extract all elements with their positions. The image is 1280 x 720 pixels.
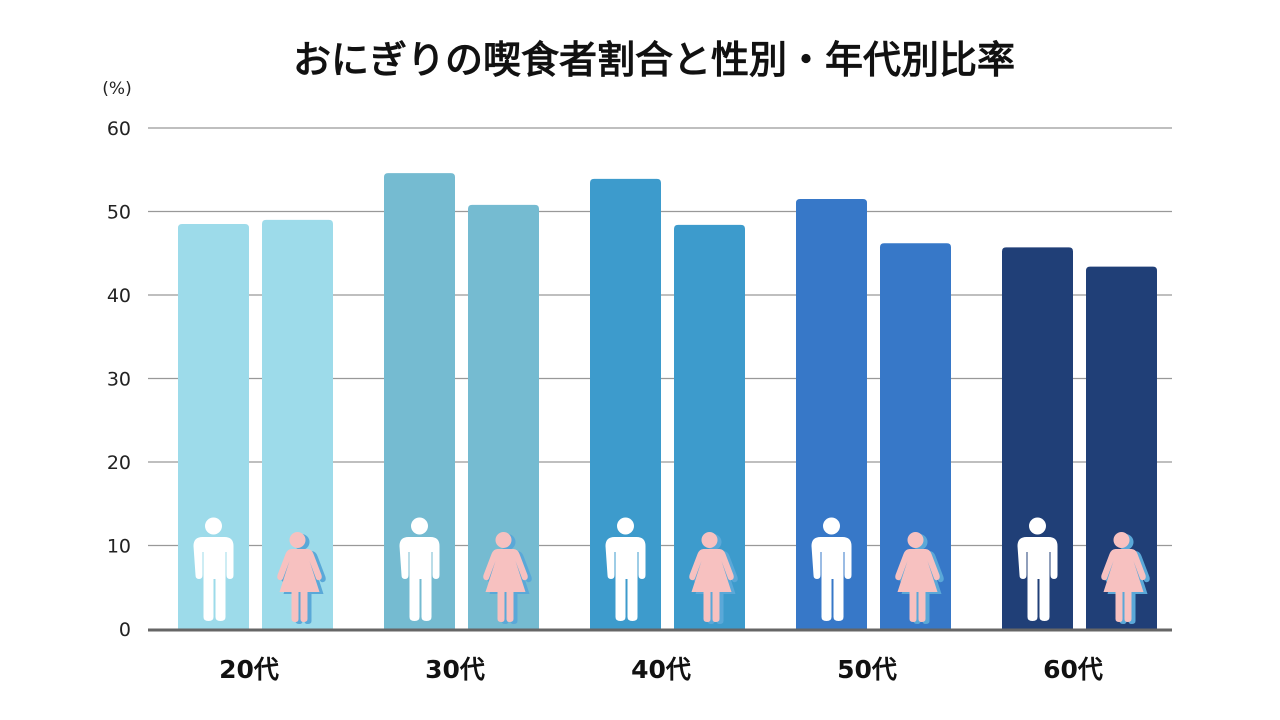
- male-icon-body: [1017, 537, 1058, 621]
- female-icon: [277, 532, 326, 624]
- bar-male: [178, 224, 249, 629]
- x-tick-label: 20代: [219, 655, 279, 684]
- male-icon-body: [399, 537, 440, 621]
- male-icon-head: [617, 517, 634, 535]
- male-icon: [399, 517, 440, 621]
- male-icon-body: [605, 537, 646, 621]
- y-tick-label: 60: [107, 118, 131, 140]
- male-icon-body: [811, 537, 852, 621]
- x-tick-label: 50代: [837, 655, 897, 684]
- bar-male: [384, 173, 455, 629]
- male-icon: [811, 517, 852, 621]
- bar-male: [590, 178, 661, 629]
- bar-male: [1002, 247, 1073, 629]
- female-icon: [689, 532, 738, 624]
- y-axis-label: (%): [102, 79, 131, 99]
- female-icon: [895, 532, 944, 624]
- female-icon: [1101, 532, 1150, 624]
- y-tick-label: 0: [119, 619, 131, 641]
- female-icon-body: [483, 549, 528, 622]
- female-icon-body: [895, 549, 940, 622]
- male-icon-head: [411, 517, 428, 535]
- female-icon-head: [495, 532, 512, 548]
- female-icon-body: [277, 549, 322, 622]
- y-tick-label: 30: [107, 369, 131, 391]
- y-tick-label: 50: [107, 202, 131, 224]
- y-tick-label: 10: [107, 536, 131, 558]
- y-tick-label: 20: [107, 452, 131, 474]
- male-icon-head: [205, 517, 222, 535]
- bar-female: [1086, 266, 1157, 629]
- female-icon-head: [289, 532, 306, 548]
- x-tick-label: 40代: [631, 655, 691, 684]
- female-icon-head: [1113, 532, 1130, 548]
- male-icon: [1017, 517, 1058, 621]
- bar-female: [262, 219, 333, 629]
- male-icon-body: [193, 537, 234, 621]
- x-tick-label: 30代: [425, 655, 485, 684]
- female-icon-head: [701, 532, 718, 548]
- bar-female: [468, 204, 539, 629]
- female-icon-body: [1101, 549, 1146, 622]
- male-icon: [193, 517, 234, 621]
- bar-female: [674, 224, 745, 630]
- male-icon-head: [1029, 517, 1046, 535]
- y-tick-label: 40: [107, 285, 131, 307]
- female-icon: [483, 532, 532, 624]
- x-tick-label: 60代: [1043, 655, 1103, 684]
- bar-male: [796, 198, 867, 629]
- male-icon: [605, 517, 646, 621]
- male-icon-head: [823, 517, 840, 535]
- chart-title: おにぎりの喫食者割合と性別・年代別比率: [293, 38, 1015, 82]
- female-icon-head: [907, 532, 924, 548]
- female-icon-body: [689, 549, 734, 622]
- bar-female: [880, 243, 951, 630]
